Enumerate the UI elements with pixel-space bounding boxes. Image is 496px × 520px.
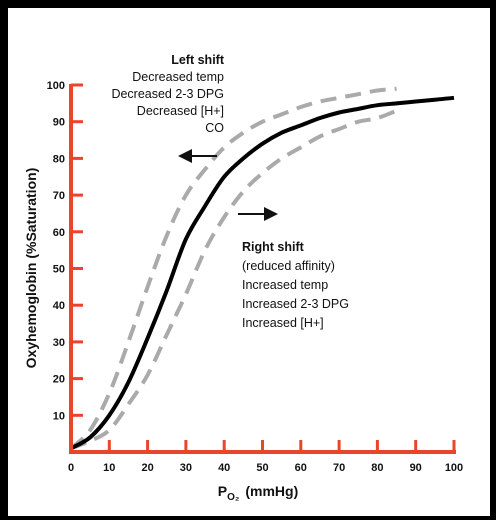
right-shift-line: Increased [H+] — [242, 316, 324, 330]
left-shift-heading: Left shift — [171, 53, 225, 67]
x-axis-title-main: P — [218, 483, 227, 499]
y-tick-label: 50 — [53, 264, 65, 276]
x-tick-label: 90 — [410, 462, 422, 474]
y-axis-title: Oxyhemoglobin (%Saturation) — [23, 168, 39, 369]
right-shift-line: Increased 2-3 DPG — [242, 297, 349, 311]
y-tick-label: 60 — [53, 227, 65, 239]
right-shift-line: (reduced affinity) — [242, 259, 335, 273]
ticks-layer: 0 10 20 30 40 50 60 70 80 90 100 10 20 30 40 50 60 70 80 90… — [47, 80, 464, 474]
right-shift-annotation: Right shift (reduced affinity) Increased… — [242, 240, 349, 330]
x-tick-label: 10 — [103, 462, 115, 474]
x-tick-label: 30 — [180, 462, 192, 474]
y-tick-label: 90 — [53, 117, 65, 129]
left-shift-line: Decreased [H+] — [137, 104, 224, 118]
x-axis-title-subscript: O₂ — [227, 492, 239, 503]
left-shift-annotation: Left shift Decreased temp Decreased 2-3 … — [111, 53, 224, 135]
x-axis-title-unit: (mmHg) — [245, 483, 298, 499]
left-shift-arrow — [178, 149, 217, 163]
y-tick-label: 100 — [47, 80, 65, 92]
x-tick-label: 50 — [256, 462, 268, 474]
right-shift-heading: Right shift — [242, 240, 305, 254]
chart-card — [8, 8, 490, 516]
x-axis-title: PO₂ (mmHg) — [218, 483, 298, 503]
x-tick-label: 70 — [333, 462, 345, 474]
shifted-curve-dashed — [69, 86, 397, 450]
curves-layer — [69, 86, 455, 451]
right-shift-arrow — [238, 207, 278, 221]
y-tick-label: 20 — [53, 374, 65, 386]
shift-arrows — [178, 149, 278, 221]
x-tick-label: 100 — [445, 462, 463, 474]
y-tick-label: 70 — [53, 190, 65, 202]
shifted-curve-dashed — [70, 108, 398, 451]
y-tick-label: 80 — [53, 153, 65, 165]
y-tick-label: 40 — [53, 300, 65, 312]
x-tick-label: 20 — [141, 462, 153, 474]
x-tick-label: 0 — [68, 462, 74, 474]
x-tick-label: 80 — [371, 462, 383, 474]
left-shift-line: Decreased 2-3 DPG — [111, 87, 224, 101]
left-shift-line: CO — [205, 121, 224, 135]
y-tick-label: 10 — [53, 410, 65, 422]
normal-curve — [70, 95, 455, 451]
x-tick-label: 40 — [218, 462, 230, 474]
left-shift-line: Decreased temp — [132, 70, 224, 84]
x-tick-label: 60 — [295, 462, 307, 474]
y-tick-label: 30 — [53, 337, 65, 349]
right-shift-line: Increased temp — [242, 278, 328, 292]
